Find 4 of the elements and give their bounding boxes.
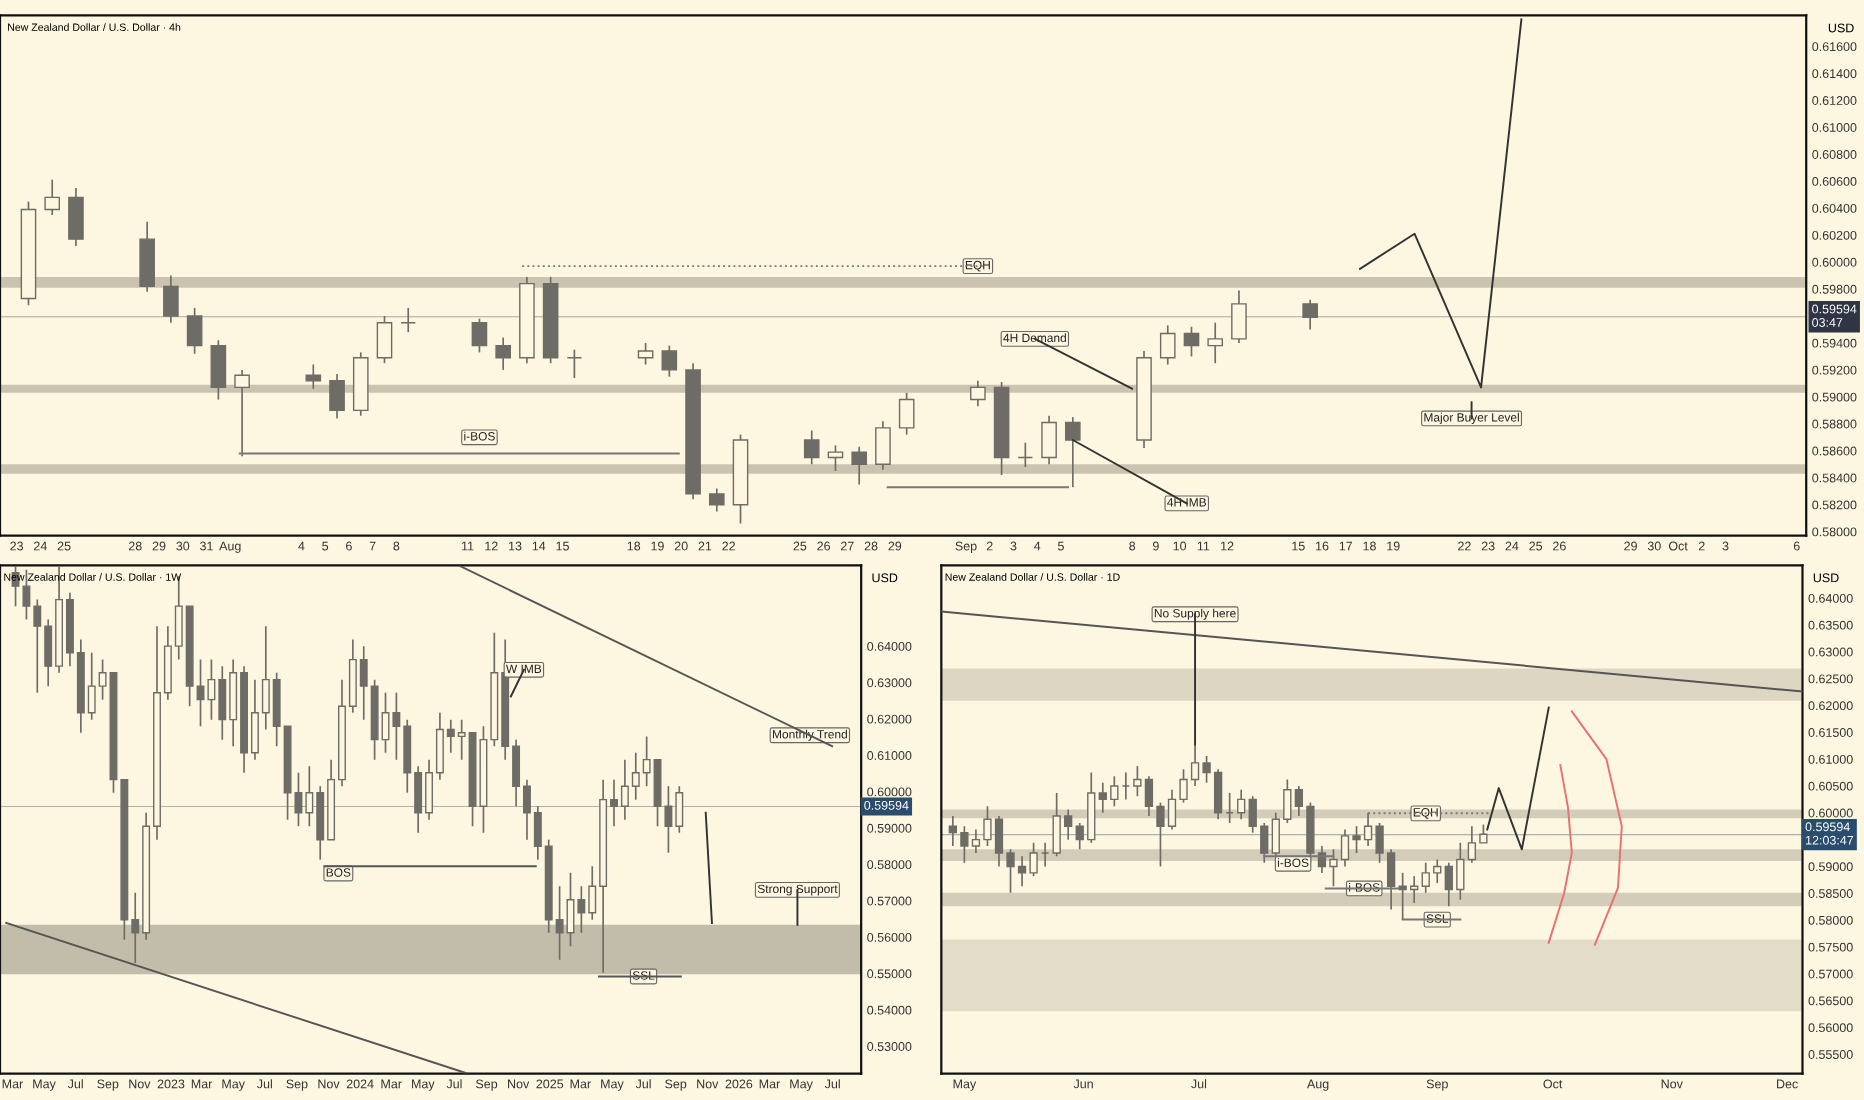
line-series	[1547, 764, 1573, 944]
line-series	[1570, 710, 1623, 946]
candlestick	[1237, 788, 1246, 821]
line-series	[1486, 706, 1550, 851]
